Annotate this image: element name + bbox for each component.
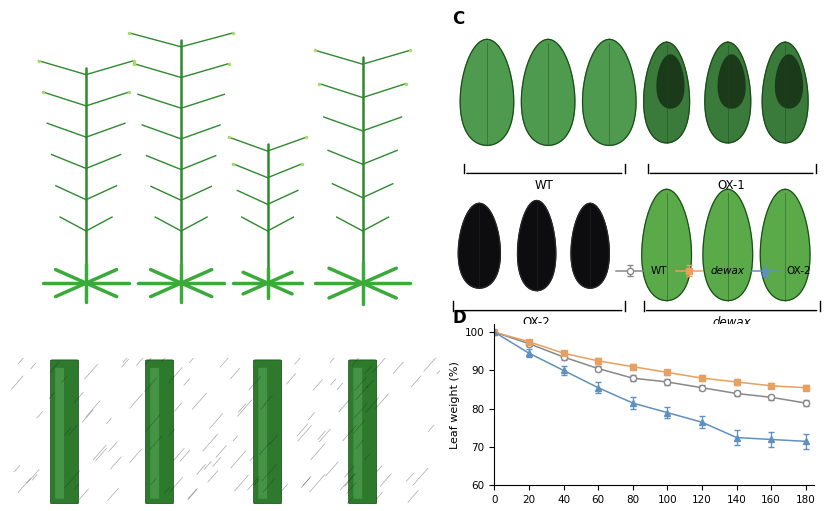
Y-axis label: Leaf weight (%): Leaf weight (%) <box>450 361 460 449</box>
FancyBboxPatch shape <box>353 368 362 499</box>
Text: WT: WT <box>535 179 553 192</box>
Text: OX-2: OX-2 <box>523 316 550 329</box>
Text: A: A <box>22 15 34 34</box>
Polygon shape <box>762 42 808 143</box>
FancyBboxPatch shape <box>51 360 78 504</box>
Text: dewax: dewax <box>346 334 380 344</box>
Polygon shape <box>642 190 691 300</box>
Polygon shape <box>705 42 750 143</box>
Text: C: C <box>453 10 465 28</box>
Polygon shape <box>521 39 575 145</box>
Legend: WT, dewax, OX-2: WT, dewax, OX-2 <box>612 262 815 281</box>
Text: OX-1: OX-1 <box>718 179 745 192</box>
Polygon shape <box>703 190 753 300</box>
Text: dewax: dewax <box>712 316 751 329</box>
Polygon shape <box>718 55 745 108</box>
FancyBboxPatch shape <box>55 368 64 499</box>
Text: B: B <box>22 368 34 386</box>
Text: D: D <box>453 309 467 327</box>
FancyBboxPatch shape <box>258 368 267 499</box>
Polygon shape <box>459 203 500 288</box>
FancyBboxPatch shape <box>349 360 376 504</box>
Polygon shape <box>644 42 690 143</box>
Text: WT: WT <box>78 334 95 344</box>
Polygon shape <box>775 55 802 108</box>
Polygon shape <box>460 39 514 145</box>
Polygon shape <box>657 55 684 108</box>
Text: OX-2: OX-2 <box>255 334 280 344</box>
Polygon shape <box>760 190 810 300</box>
FancyBboxPatch shape <box>145 360 174 504</box>
Polygon shape <box>571 203 609 288</box>
Polygon shape <box>583 39 636 145</box>
Text: OX-1: OX-1 <box>169 334 194 344</box>
FancyBboxPatch shape <box>253 360 282 504</box>
FancyBboxPatch shape <box>150 368 159 499</box>
Polygon shape <box>518 200 556 291</box>
